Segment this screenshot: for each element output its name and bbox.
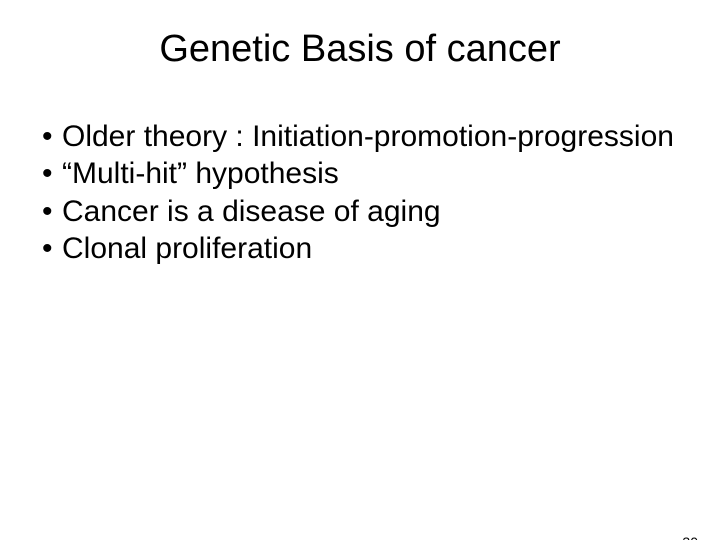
slide: Genetic Basis of cancer Older theory : I…: [0, 28, 720, 540]
bullet-list: Older theory : Initiation-promotion-prog…: [28, 119, 680, 267]
slide-title: Genetic Basis of cancer: [0, 28, 720, 71]
list-item: Cancer is a disease of aging: [28, 194, 680, 229]
page-number: 30: [682, 534, 698, 540]
list-item: “Multi-hit” hypothesis: [28, 156, 680, 191]
slide-body: Older theory : Initiation-promotion-prog…: [0, 119, 720, 267]
list-item: Older theory : Initiation-promotion-prog…: [28, 119, 680, 154]
list-item: Clonal proliferation: [28, 231, 680, 266]
